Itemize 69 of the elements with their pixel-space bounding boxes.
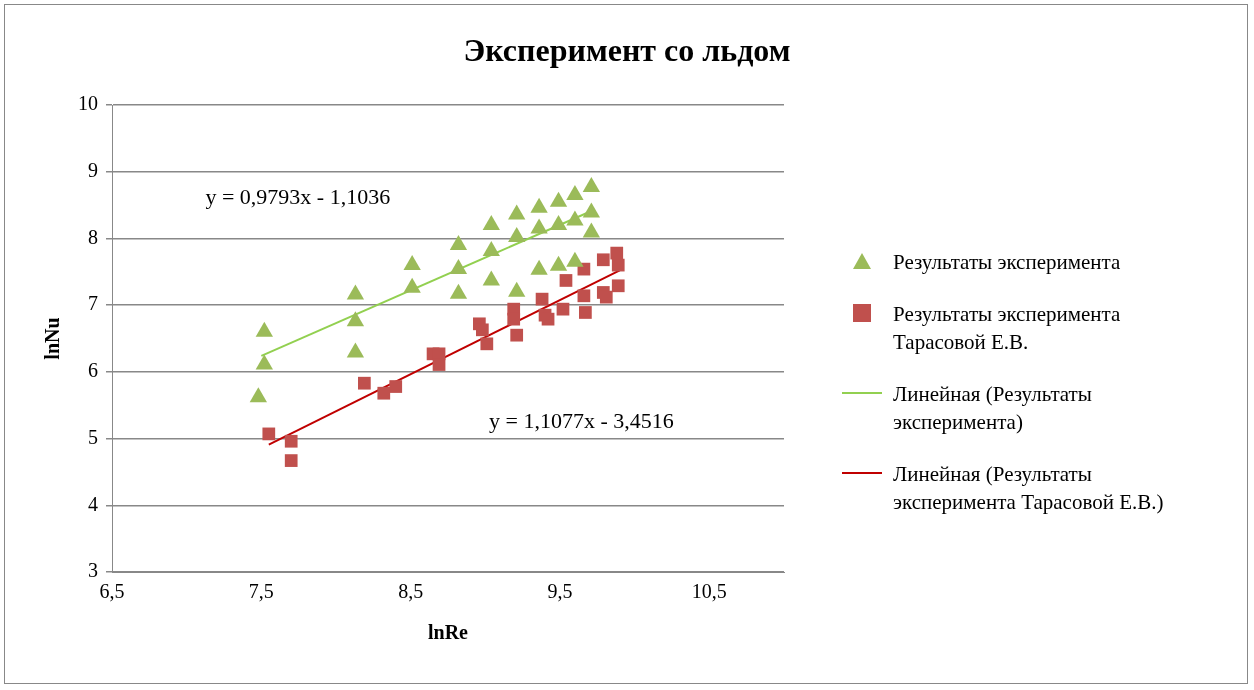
point <box>596 253 610 267</box>
x-tick-label: 10,5 <box>691 580 727 603</box>
y-tick-label: 3 <box>88 559 98 582</box>
point <box>377 386 391 400</box>
point <box>510 328 524 342</box>
point <box>480 337 494 351</box>
point <box>549 191 568 207</box>
point <box>549 215 568 231</box>
x-tick-label: 6,5 <box>99 580 125 603</box>
point <box>611 279 625 293</box>
point <box>530 259 548 275</box>
point <box>346 311 365 327</box>
point <box>549 255 568 271</box>
point <box>403 255 421 271</box>
point <box>556 302 570 316</box>
y-tick-label: 8 <box>88 225 98 248</box>
point <box>566 185 584 201</box>
point <box>582 177 601 193</box>
point <box>284 454 298 467</box>
point <box>482 215 500 231</box>
point <box>507 312 521 326</box>
x-axis-title: lnRe <box>428 621 469 644</box>
point <box>482 241 500 257</box>
annotation: y = 1,1077x - 3,4516 <box>488 407 674 433</box>
y-tick-label: 6 <box>88 359 98 382</box>
point <box>432 358 446 371</box>
point <box>610 246 624 260</box>
point <box>530 197 548 213</box>
point <box>579 306 592 319</box>
x-tick-label: 9,5 <box>547 580 573 603</box>
point <box>482 270 500 286</box>
point <box>449 235 468 251</box>
point <box>582 222 601 238</box>
point <box>599 290 613 304</box>
point <box>346 284 365 300</box>
y-tick-label: 10 <box>78 92 98 115</box>
point <box>449 283 468 299</box>
y-tick-label: 7 <box>88 292 98 315</box>
point <box>358 376 371 390</box>
point <box>566 210 584 226</box>
point <box>541 312 555 326</box>
y-tick-label: 4 <box>88 492 98 515</box>
annotation: y = 0,9793x - 1,1036 <box>205 184 391 210</box>
point <box>535 292 549 306</box>
point <box>559 274 573 287</box>
point <box>475 323 489 337</box>
point <box>284 434 298 448</box>
point <box>577 289 591 303</box>
point <box>508 227 526 243</box>
x-tick-label: 7,5 <box>248 580 274 603</box>
point <box>530 218 548 234</box>
point <box>449 259 468 275</box>
y-axis-title: lnNu <box>41 317 64 360</box>
y-tick-label: 9 <box>88 158 98 181</box>
point <box>262 427 276 441</box>
point <box>508 281 526 297</box>
point <box>403 277 421 293</box>
legend-label: Линейная (Результаты эксперимента Тарасовой Е.В.) <box>893 461 1165 516</box>
y-tick-label: 5 <box>88 425 98 448</box>
legend-label: Результаты эксперимента <box>893 249 1122 276</box>
point <box>389 380 403 393</box>
legend-label: Линейная (Результаты эксперимента) <box>893 381 1093 436</box>
point <box>508 204 526 220</box>
chart-title: Эксперимент со льдом <box>462 32 792 69</box>
legend-label: Результаты эксперимента Тарасовой Е.В. <box>893 301 1122 356</box>
point <box>566 251 584 267</box>
x-tick-label: 8,5 <box>398 580 424 603</box>
point <box>582 202 601 218</box>
point <box>611 258 625 272</box>
